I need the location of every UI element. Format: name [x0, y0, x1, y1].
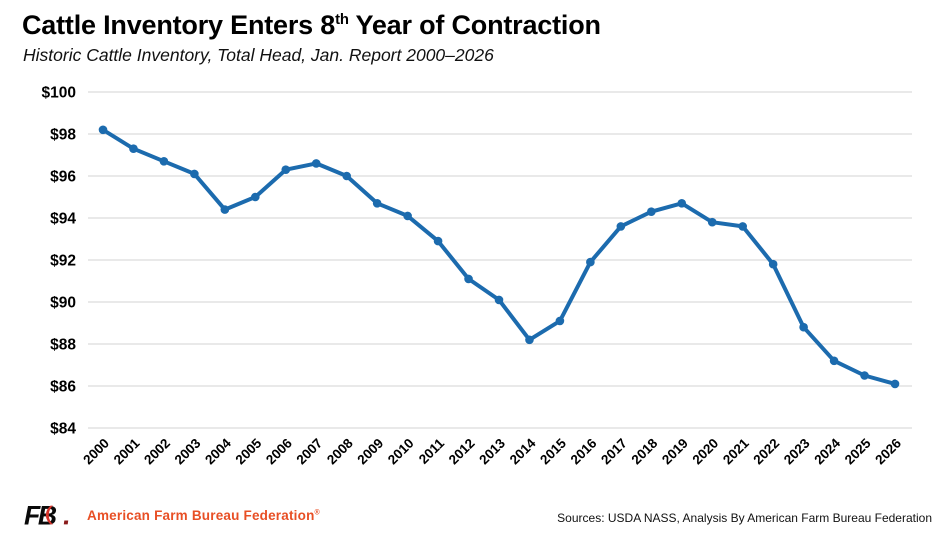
- sources-text: Sources: USDA NASS, Analysis By American…: [557, 511, 932, 525]
- data-point: [860, 371, 869, 380]
- data-point: [616, 222, 626, 231]
- data-point: [342, 171, 351, 181]
- y-tick-label: $84: [50, 421, 76, 438]
- x-tick-label: 2004: [202, 435, 234, 467]
- x-tick-label: 2000: [80, 436, 112, 468]
- x-tick-label: 2009: [354, 436, 386, 468]
- footer-brand: FB American Farm Bureau Federation®: [24, 501, 320, 529]
- chart-subtitle: Historic Cattle Inventory, Total Head, J…: [23, 45, 494, 65]
- data-point: [647, 207, 656, 216]
- brand-name: American Farm Bureau Federation®: [87, 508, 320, 523]
- data-point: [464, 274, 473, 284]
- data-point: [677, 199, 687, 208]
- x-tick-label: 2020: [689, 436, 721, 468]
- registered-mark: ®: [314, 509, 320, 516]
- x-tick-label: 2002: [141, 436, 173, 468]
- data-point: [159, 157, 169, 166]
- data-point: [707, 217, 717, 227]
- data-point: [190, 169, 199, 179]
- y-tick-label: $96: [50, 169, 76, 186]
- x-tick-label: 2025: [842, 435, 874, 467]
- y-tick-label: $90: [50, 295, 76, 312]
- x-tick-label: 2018: [629, 435, 661, 467]
- data-point: [494, 295, 504, 305]
- data-point: [890, 379, 900, 389]
- data-point: [829, 356, 839, 366]
- x-tick-label: 2017: [598, 436, 630, 468]
- data-point: [251, 192, 260, 202]
- y-tick-label: $100: [42, 85, 76, 102]
- x-tick-label: 2001: [111, 435, 143, 467]
- x-tick-label: 2010: [385, 436, 417, 468]
- data-point: [281, 165, 291, 174]
- data-point: [555, 316, 565, 326]
- y-tick-label: $92: [50, 253, 76, 270]
- x-tick-label: 2026: [872, 435, 904, 467]
- data-point: [799, 322, 808, 332]
- data-point: [372, 199, 382, 208]
- y-tick-label: $88: [50, 337, 76, 354]
- data-point: [738, 222, 747, 231]
- y-tick-label: $94: [50, 211, 76, 228]
- data-line: [101, 127, 897, 386]
- x-tick-label: 2003: [172, 435, 204, 467]
- title-superscript: th: [335, 12, 349, 28]
- y-tick-label: $86: [50, 379, 76, 396]
- svg-text:FB: FB: [24, 501, 57, 529]
- x-tick-label: 2013: [476, 435, 508, 467]
- x-tick-label: 2016: [568, 435, 600, 467]
- data-point: [586, 257, 595, 267]
- data-point: [220, 205, 230, 214]
- line-chart: $100 $98 $96 $94 $92 $90 $88 $86 $84200020012002…: [42, 85, 912, 468]
- title-suffix: Year of Contraction: [348, 10, 601, 40]
- data-point: [768, 259, 778, 269]
- x-tick-label: 2008: [324, 435, 356, 467]
- data-point: [433, 236, 443, 246]
- title-prefix: Cattle Inventory Enters 8: [22, 10, 336, 40]
- x-tick-label: 2015: [537, 435, 569, 467]
- x-tick-label: 2022: [750, 436, 782, 468]
- data-point: [98, 125, 108, 135]
- x-tick-label: 2024: [811, 435, 843, 467]
- x-tick-label: 2012: [446, 436, 478, 468]
- x-tick-label: 2007: [293, 436, 325, 468]
- x-tick-label: 2023: [781, 435, 813, 467]
- data-point: [403, 211, 412, 221]
- y-tick-label: $98: [50, 127, 76, 144]
- data-point: [525, 335, 534, 345]
- x-tick-label: 2021: [720, 435, 752, 467]
- x-tick-label: 2011: [416, 435, 448, 467]
- x-tick-label: 2005: [233, 435, 265, 467]
- data-point: [311, 159, 321, 168]
- data-point: [129, 144, 138, 153]
- x-tick-label: 2014: [507, 435, 539, 467]
- x-tick-label: 2006: [263, 435, 295, 467]
- brand-name-text: American Farm Bureau Federation: [87, 507, 315, 523]
- x-tick-label: 2019: [659, 436, 691, 468]
- afbf-logo-icon: FB: [24, 501, 69, 529]
- page-title: Cattle Inventory Enters 8th Year of Cont…: [22, 10, 601, 41]
